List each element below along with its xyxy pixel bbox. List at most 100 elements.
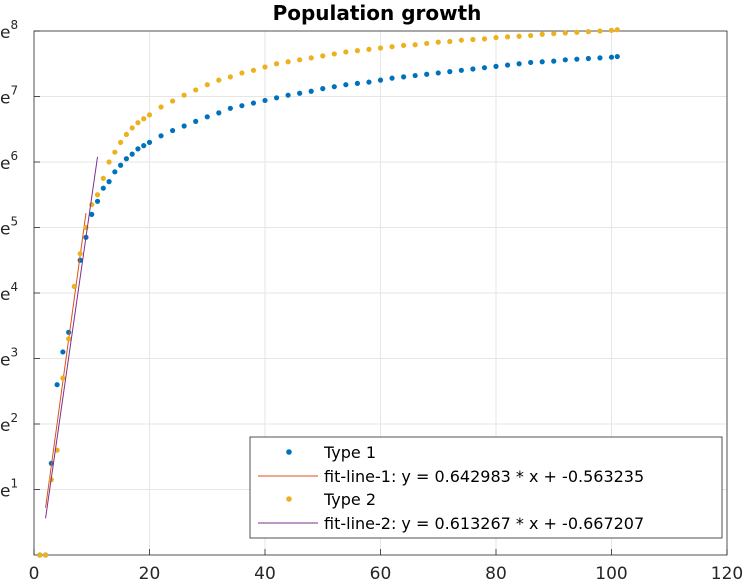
data-point-type-2	[331, 51, 337, 57]
data-point-type-1	[516, 61, 522, 67]
x-tick-label: 0	[29, 564, 40, 584]
data-point-type-1	[141, 143, 147, 149]
data-point-type-2	[37, 552, 43, 558]
data-point-type-2	[528, 32, 534, 39]
data-point-type-1	[170, 127, 176, 134]
data-point-type-1	[562, 57, 568, 63]
data-point-type-1	[66, 329, 72, 335]
data-point-type-2	[262, 64, 268, 70]
legend-label-fit-line-2: fit-line-2: y = 0.613267 * x + -0.667207	[324, 514, 644, 533]
series-3	[45, 156, 99, 519]
y-tick-exponent: 1	[10, 477, 18, 491]
y-tick-label: e2	[0, 411, 18, 436]
y-tick-label: e1	[0, 477, 18, 502]
data-point-type-2	[458, 37, 464, 43]
legend: Type 1 fit-line-1: y = 0.642983 * x + -0…	[249, 436, 723, 539]
legend-label-type-2: Type 2	[323, 490, 376, 509]
data-point-type-1	[297, 90, 303, 96]
data-point-type-2	[66, 336, 72, 342]
data-point-type-1	[551, 58, 557, 64]
data-point-type-1	[470, 66, 476, 72]
data-point-type-1	[539, 59, 545, 65]
data-point-type-1	[614, 53, 620, 60]
data-point-type-2	[435, 39, 441, 45]
data-point-type-1	[435, 70, 441, 76]
data-point-type-1	[216, 110, 222, 116]
data-point-type-1	[308, 88, 314, 94]
data-point-type-2	[424, 40, 430, 47]
data-point-type-1	[227, 105, 233, 111]
y-tick-base: e	[0, 154, 10, 174]
data-point-type-2	[562, 30, 568, 36]
data-point-type-1	[493, 63, 499, 69]
data-point-type-2	[250, 67, 257, 73]
x-tick-label: 100	[595, 564, 627, 584]
series-1	[45, 213, 87, 508]
data-point-type-2	[158, 104, 164, 110]
data-point-type-2	[100, 175, 106, 181]
grid-lines	[34, 31, 727, 555]
data-point-type-1	[118, 162, 124, 168]
data-point-type-1	[597, 55, 603, 61]
data-point-type-2	[377, 45, 384, 51]
data-point-type-1	[320, 86, 326, 92]
series-2	[37, 27, 620, 558]
y-tick-base: e	[0, 351, 10, 371]
data-point-type-2	[239, 70, 245, 76]
data-point-type-2	[516, 33, 522, 39]
data-point-type-1	[424, 71, 430, 77]
data-point-type-2	[94, 192, 101, 198]
data-point-type-2	[123, 131, 129, 138]
x-axis-ticks: 0 20 40 60 80 100 120	[29, 549, 743, 584]
y-tick-label: e3	[0, 346, 18, 371]
legend-label-type-1: Type 1	[323, 443, 376, 462]
data-point-type-2	[320, 53, 326, 59]
data-point-type-2	[146, 112, 153, 118]
data-point-type-1	[193, 118, 199, 124]
y-tick-exponent: 2	[10, 411, 18, 425]
data-point-type-1	[112, 169, 118, 175]
x-tick-label: 80	[485, 564, 507, 584]
data-point-type-2	[77, 251, 83, 257]
data-point-type-2	[412, 42, 418, 48]
data-point-type-1	[60, 349, 66, 355]
data-point-type-1	[100, 185, 106, 191]
data-point-type-1	[273, 95, 280, 101]
x-tick-label: 20	[139, 564, 161, 584]
data-point-type-2	[493, 34, 499, 41]
chart-title: Population growth	[273, 1, 482, 25]
data-point-type-1	[158, 133, 164, 139]
legend-box	[249, 436, 723, 539]
data-point-type-2	[597, 28, 603, 34]
data-point-type-1	[285, 92, 291, 98]
data-point-type-2	[193, 87, 199, 93]
legend-marker-type-1	[286, 449, 292, 455]
data-point-type-1	[504, 62, 511, 68]
data-point-type-1	[204, 114, 210, 120]
legend-label-fit-line-1: fit-line-1: y = 0.642983 * x + -0.563235	[324, 467, 644, 486]
data-point-type-2	[129, 125, 135, 131]
series-0	[37, 53, 620, 558]
data-point-type-1	[458, 67, 464, 73]
data-point-type-2	[135, 120, 141, 126]
data-point-type-1	[181, 123, 187, 129]
y-tick-base: e	[0, 220, 10, 240]
data-point-type-1	[366, 79, 372, 85]
y-tick-exponent: 4	[10, 280, 18, 294]
data-point-type-1	[528, 59, 534, 66]
data-point-type-2	[216, 77, 222, 83]
data-point-type-2	[539, 31, 545, 37]
data-point-type-1	[585, 55, 592, 62]
data-point-type-1	[481, 65, 488, 71]
data-point-type-2	[60, 375, 66, 381]
data-point-type-2	[42, 552, 49, 558]
y-tick-label: e7	[0, 84, 18, 109]
data-point-type-2	[447, 38, 453, 45]
y-tick-exponent: 3	[10, 346, 18, 360]
data-point-type-1	[574, 56, 580, 62]
data-point-type-1	[377, 77, 384, 83]
data-point-type-1	[401, 74, 407, 80]
y-tick-exponent: 6	[10, 149, 18, 163]
data-point-type-2	[401, 42, 407, 49]
